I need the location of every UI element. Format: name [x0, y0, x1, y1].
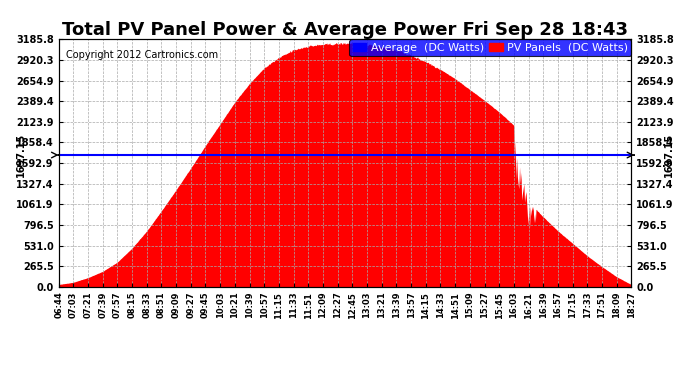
Text: Copyright 2012 Cartronics.com: Copyright 2012 Cartronics.com	[66, 50, 217, 60]
Text: 1697.15: 1697.15	[17, 133, 26, 177]
Text: 1697.15: 1697.15	[664, 133, 673, 177]
Legend: Average  (DC Watts), PV Panels  (DC Watts): Average (DC Watts), PV Panels (DC Watts)	[349, 39, 631, 56]
Title: Total PV Panel Power & Average Power Fri Sep 28 18:43: Total PV Panel Power & Average Power Fri…	[62, 21, 628, 39]
